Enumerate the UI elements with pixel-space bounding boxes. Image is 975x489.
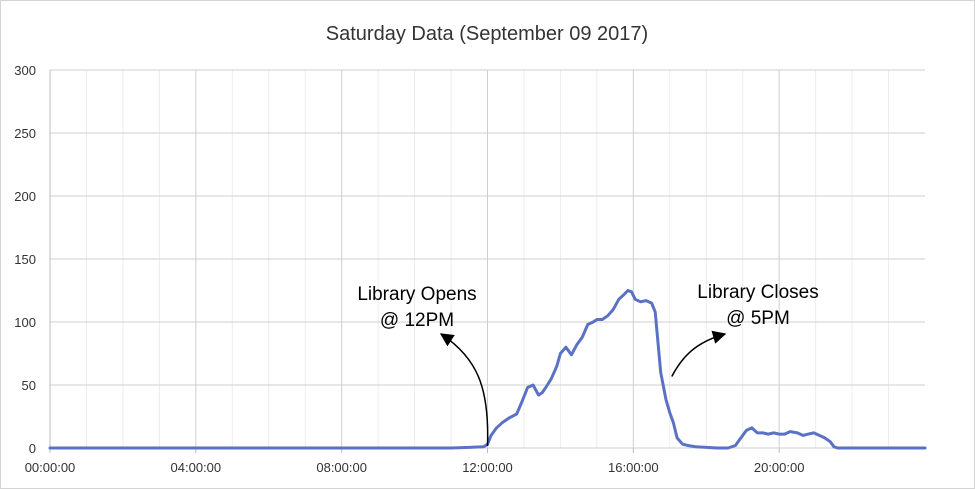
y-tick-label: 200 <box>14 189 36 204</box>
y-tick-label: 100 <box>14 315 36 330</box>
y-tick-label: 250 <box>14 126 36 141</box>
x-axis-ticks: 00:00:00 04:00:00 08:00:00 12:00:00 16:00:00… <box>25 448 805 475</box>
x-tick-label: 20:00:00 <box>754 460 805 475</box>
x-tick-label: 04:00:00 <box>171 460 222 475</box>
x-tick-label: 12:00:00 <box>462 460 513 475</box>
annotations: Library Opens @ 12PM Library Closes @ 5PM <box>357 282 819 447</box>
x-tick-label: 00:00:00 <box>25 460 76 475</box>
annotation-closes-line1: Library Closes <box>697 282 818 303</box>
series-line <box>48 289 927 450</box>
x-tick-label: 16:00:00 <box>608 460 659 475</box>
gridlines <box>49 69 925 449</box>
chart-title: Saturday Data (September 09 2017) <box>326 23 648 45</box>
annotation-opens-line2: @ 12PM <box>380 310 454 331</box>
annotation-opens-arrow <box>439 333 489 447</box>
x-tick-label: 08:00:00 <box>316 460 367 475</box>
y-axis-ticks: 0 50 100 150 200 250 300 <box>14 63 36 456</box>
annotation-opens-line1: Library Opens <box>357 284 476 305</box>
series-group <box>48 289 927 450</box>
y-tick-label: 150 <box>14 252 36 267</box>
annotation-closes-line2: @ 5PM <box>726 308 790 329</box>
y-tick-label: 0 <box>29 441 36 456</box>
annotation-closes-arrow <box>671 330 727 377</box>
y-tick-label: 50 <box>22 378 36 393</box>
y-tick-label: 300 <box>14 63 36 78</box>
